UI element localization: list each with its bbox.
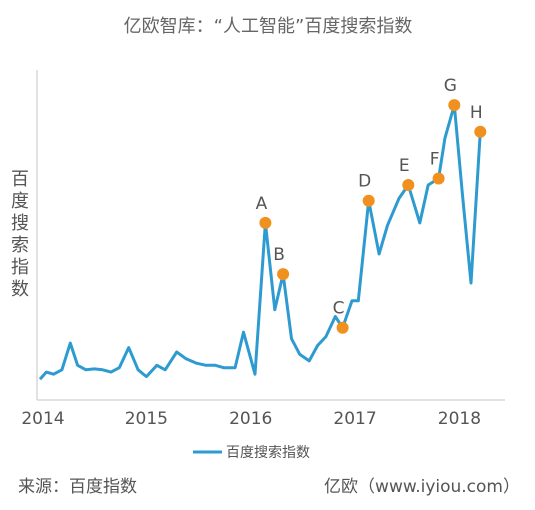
annotation-label: C [333, 299, 345, 319]
annotation-label: E [399, 156, 410, 176]
x-tick-label: 2014 [21, 409, 64, 429]
legend-label: 百度搜索指数 [226, 444, 310, 461]
annotation-label: H [470, 103, 483, 123]
annotation-marker [277, 268, 290, 281]
annotation-marker [336, 321, 349, 334]
legend: 百度搜索指数 [193, 444, 310, 461]
series-group [38, 103, 482, 381]
annotation-marker [448, 99, 461, 112]
x-tick-label: 2017 [333, 409, 376, 429]
series-line [38, 103, 482, 381]
annotation-label: G [444, 76, 457, 96]
x-tick-labels: 2014 2015 2016 2017 2018 [21, 409, 481, 429]
annotation-marker [402, 179, 415, 191]
annotation-marker [474, 125, 487, 138]
annotation-marker [259, 216, 272, 229]
x-tick-label: 2015 [125, 409, 168, 429]
annotation-label: A [256, 194, 268, 214]
annotation-marker [362, 194, 375, 207]
annotation-label: B [273, 245, 285, 265]
source-note: 来源：百度指数 [18, 477, 137, 497]
annotation-marker [432, 172, 445, 185]
annotation-label: F [430, 150, 440, 170]
y-axis-label: 百度搜索指数 [11, 169, 29, 300]
annotation-label: D [358, 172, 371, 192]
chart-title: 亿欧智库：“人工智能”百度搜索指数 [124, 16, 413, 37]
credit-note: 亿欧（www.iyiou.com） [324, 477, 520, 497]
x-tick-label: 2016 [229, 409, 272, 429]
x-tick-label: 2018 [438, 409, 481, 429]
annotation-markers: A B C D E F GH [256, 76, 487, 334]
